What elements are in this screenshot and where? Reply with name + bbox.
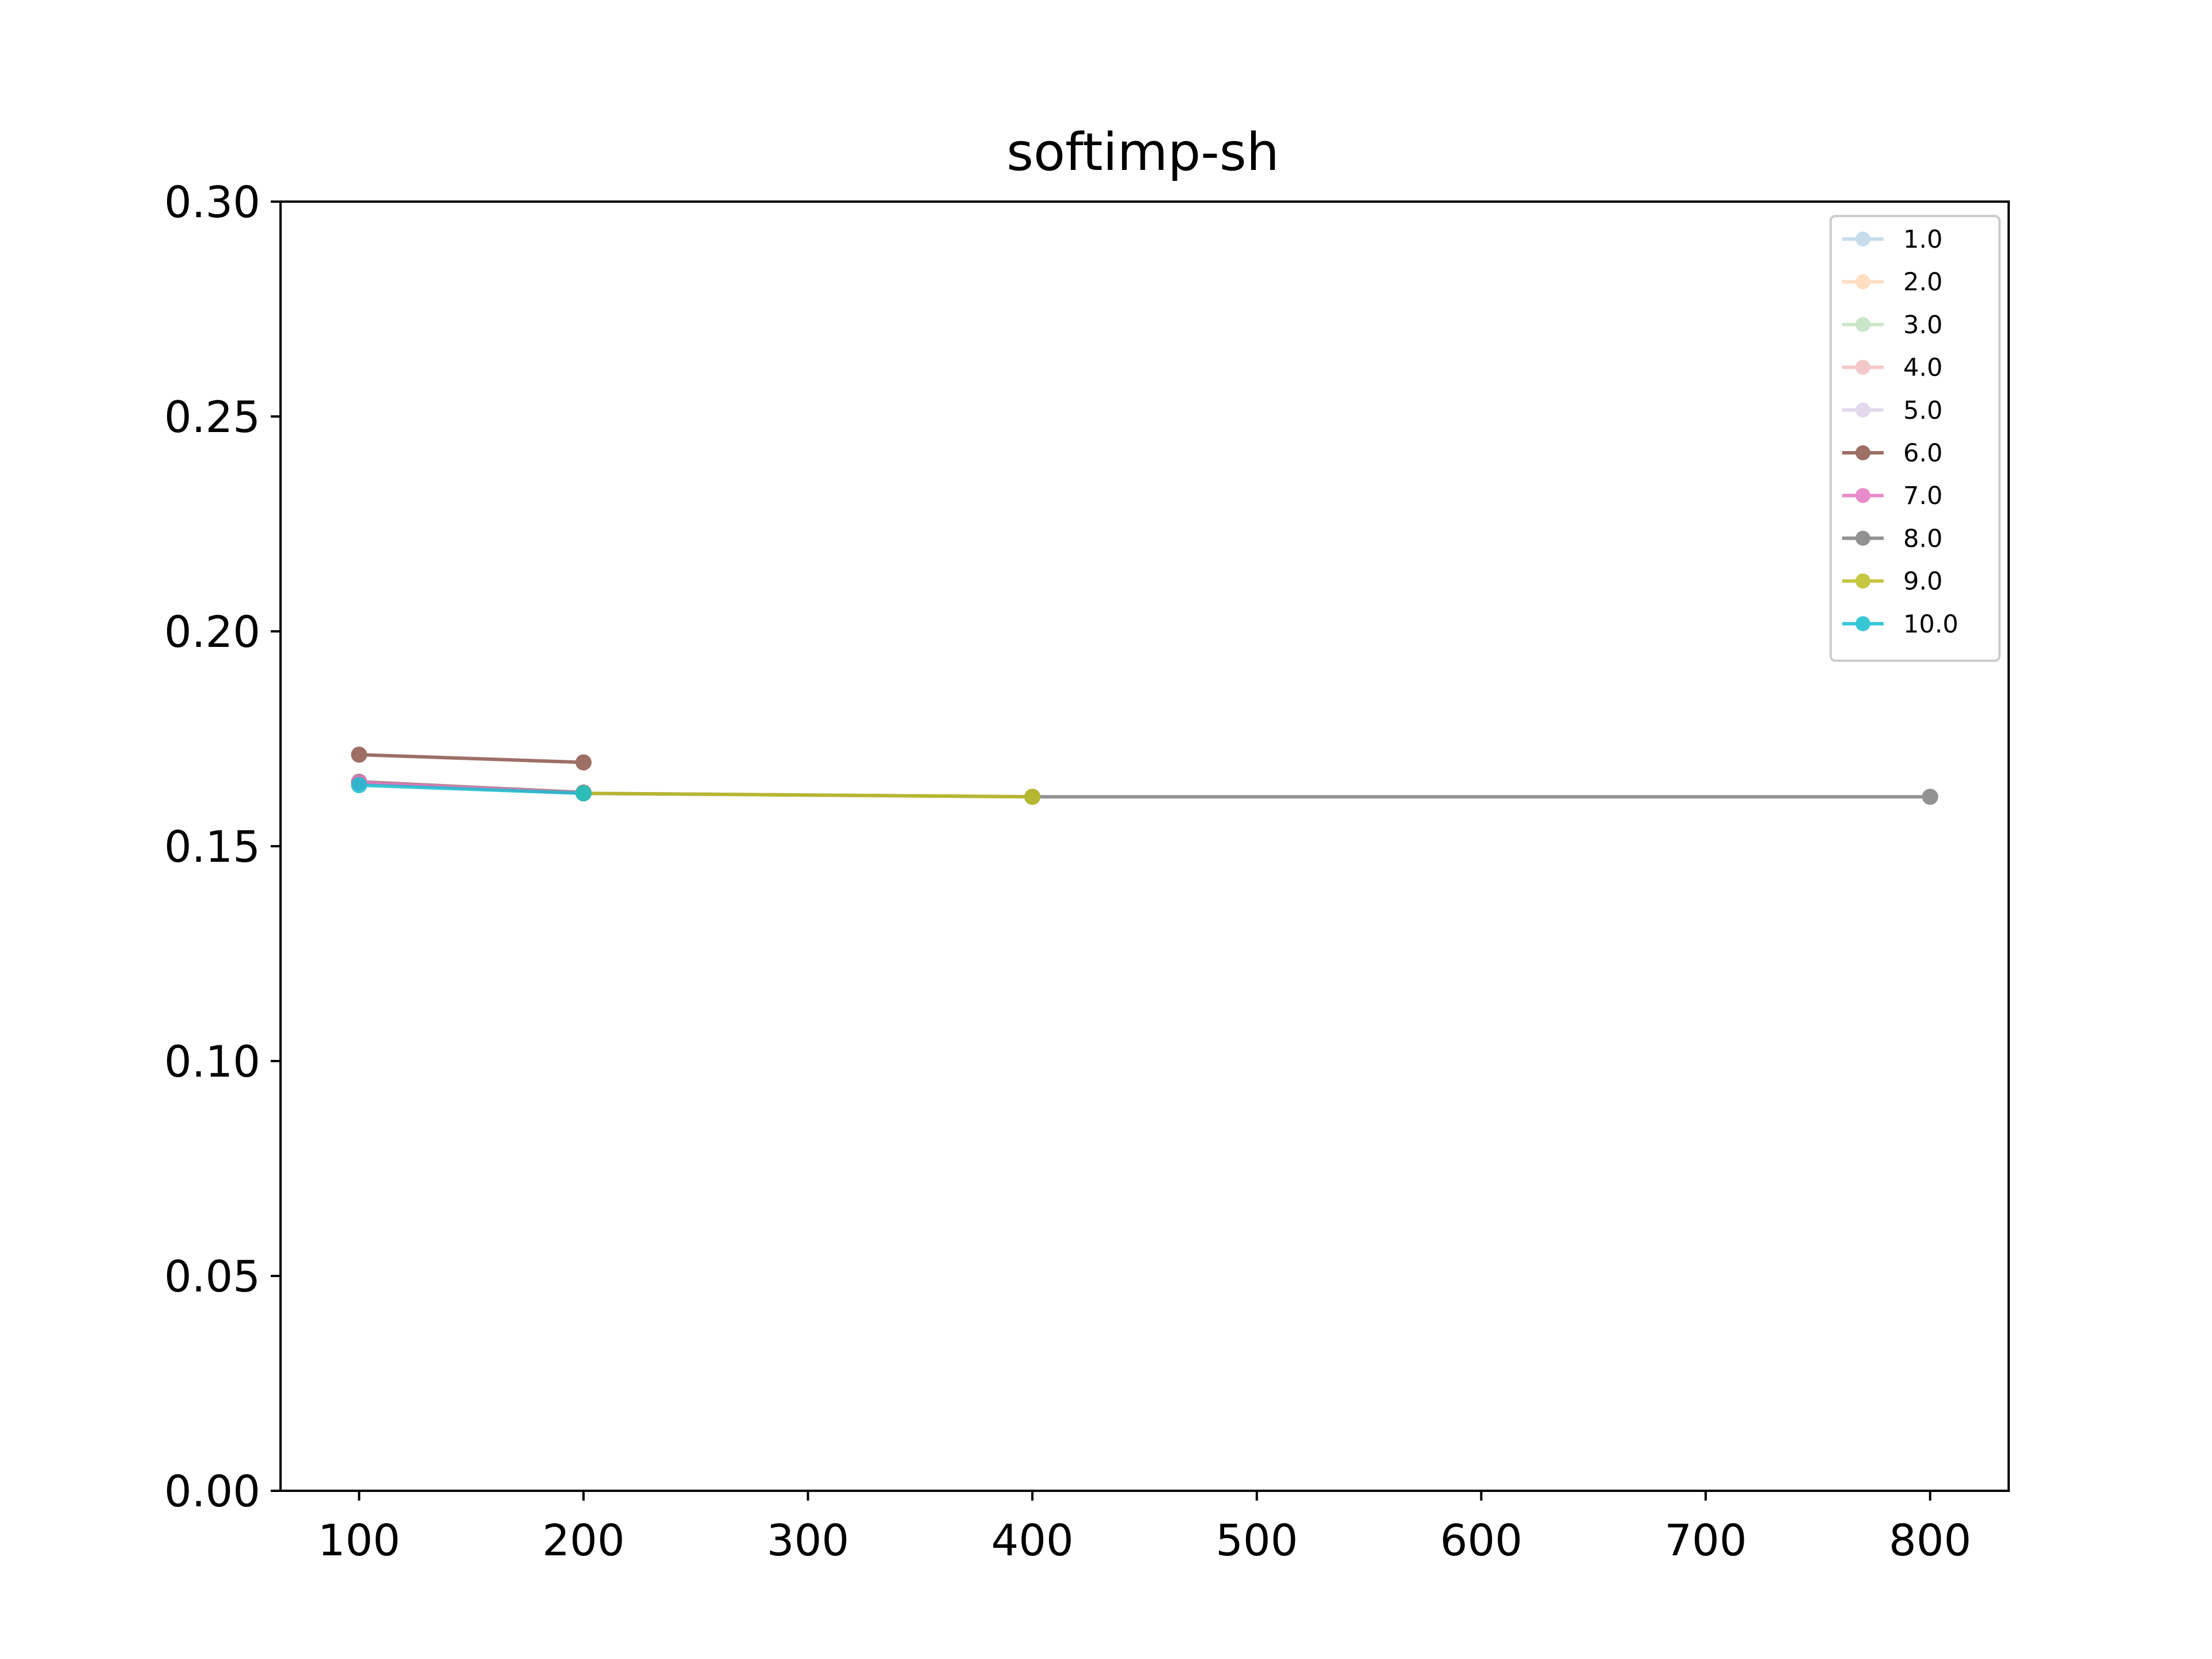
legend-marker-2.0 [1855,274,1870,290]
series-6.0 [351,747,592,771]
x-tick-label-400: 400 [991,1515,1074,1566]
legend-marker-6.0 [1855,445,1870,460]
plot-area [351,747,1938,805]
legend-swatch-6.0 [1842,445,1884,460]
y-tick-label-1: 0.05 [164,1251,260,1302]
legend-marker-3.0 [1855,317,1870,332]
y-tick-label-2: 0.10 [164,1036,260,1087]
data-point-6.0-0 [351,747,368,763]
legend-swatch-1.0 [1842,232,1884,247]
legend-swatch-4.0 [1842,359,1884,375]
data-point-9.0-1 [1024,789,1041,805]
x-tick-label-600: 600 [1440,1515,1522,1566]
legend-marker-9.0 [1855,573,1870,589]
legend-swatch-7.0 [1842,488,1884,503]
legend-label-1.0: 1.0 [1903,225,1942,254]
legend-label-2.0: 2.0 [1903,268,1942,297]
legend-marker-7.0 [1855,488,1870,503]
legend-label-7.0: 7.0 [1903,482,1942,510]
chart-title: softimp-sh [1006,122,1279,183]
x-tick-label-100: 100 [318,1515,400,1566]
y-tick-label-6: 0.30 [164,177,260,228]
series-line-9.0 [583,791,1033,799]
legend-label-6.0: 6.0 [1903,439,1942,468]
legend-label-10.0: 10.0 [1903,610,1959,639]
y-tick-label-3: 0.15 [164,821,260,872]
x-tick-label-300: 300 [767,1515,849,1566]
legend-swatch-9.0 [1842,573,1884,589]
legend-swatch-10.0 [1842,616,1884,631]
series-10.0 [351,777,592,802]
data-point-10.0-1 [575,785,592,802]
legend-marker-1.0 [1855,232,1870,247]
legend-label-3.0: 3.0 [1903,310,1942,339]
y-tick-label-0: 0.00 [164,1466,260,1517]
y-tick-label-4: 0.20 [164,607,260,657]
legend-swatch-2.0 [1842,274,1884,290]
legend-marker-8.0 [1855,531,1870,546]
legend-label-5.0: 5.0 [1903,396,1942,425]
x-tick-label-700: 700 [1664,1515,1747,1566]
legend-label-9.0: 9.0 [1903,567,1942,596]
legend-marker-5.0 [1855,402,1870,418]
y-tick-label-5: 0.25 [164,392,260,442]
data-point-8.0-2 [1922,789,1938,805]
legend-marker-10.0 [1855,616,1870,631]
legend-marker-4.0 [1855,359,1870,375]
data-point-10.0-0 [351,777,368,794]
legend-swatch-5.0 [1842,402,1884,418]
legend-label-4.0: 4.0 [1903,354,1942,382]
x-tick-label-500: 500 [1215,1515,1298,1566]
axes: 100 200 300 400 500 600 700 800 0.00 0.05 0.10 0.15… [164,177,2010,1566]
series-line-6.0 [359,753,584,764]
legend-box [1830,215,2001,662]
data-point-6.0-1 [575,754,592,771]
legend-swatch-8.0 [1842,531,1884,546]
series-line-10.0 [359,783,584,796]
legend: 1.0 2.0 3.0 4.0 5.0 6.0 7.0 8.0 9.0 10.0 [1830,215,2001,662]
legend-label-8.0: 8.0 [1903,524,1942,553]
x-tick-label-200: 200 [542,1515,624,1566]
x-tick-label-800: 800 [1889,1515,1971,1566]
legend-swatch-3.0 [1842,317,1884,332]
